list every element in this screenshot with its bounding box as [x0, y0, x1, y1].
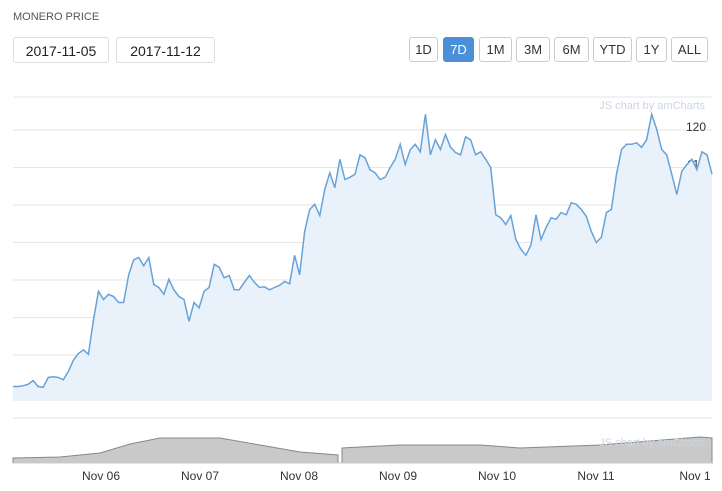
scrollbar-graph	[341, 436, 713, 464]
area	[13, 114, 712, 401]
y-tick-label: 120	[686, 120, 706, 134]
range-button[interactable]: 7D	[443, 37, 474, 62]
range-button[interactable]: ALL	[671, 37, 708, 62]
credit: JS chart by amCharts	[599, 100, 705, 112]
x-tick-label: Nov 11	[577, 469, 614, 483]
x-tick-label: Nov 1	[679, 469, 711, 483]
scrollbar-graph	[12, 437, 339, 464]
range-button[interactable]: 1Y	[636, 37, 667, 62]
date-input[interactable]: 2017-11-12	[116, 37, 215, 63]
x-tick-label: Nov 10	[478, 469, 516, 483]
x-tick-label: Nov 08	[280, 469, 318, 483]
line	[13, 111, 713, 389]
page-title: MONERO PRICE	[13, 11, 100, 23]
credit: JS chart by amCharts	[599, 437, 705, 449]
range-button[interactable]: YTD	[593, 37, 632, 62]
range-button[interactable]: 1M	[479, 37, 512, 62]
x-tick-label: Nov 09	[379, 469, 417, 483]
x-tick-label: Nov 07	[181, 469, 219, 483]
x-tick-label: Nov 06	[82, 469, 120, 483]
range-button[interactable]: 6M	[554, 37, 589, 62]
range-button[interactable]: 1D	[409, 37, 438, 62]
date-input[interactable]: 2017-11-05	[13, 37, 109, 63]
range-button[interactable]: 3M	[516, 37, 550, 62]
